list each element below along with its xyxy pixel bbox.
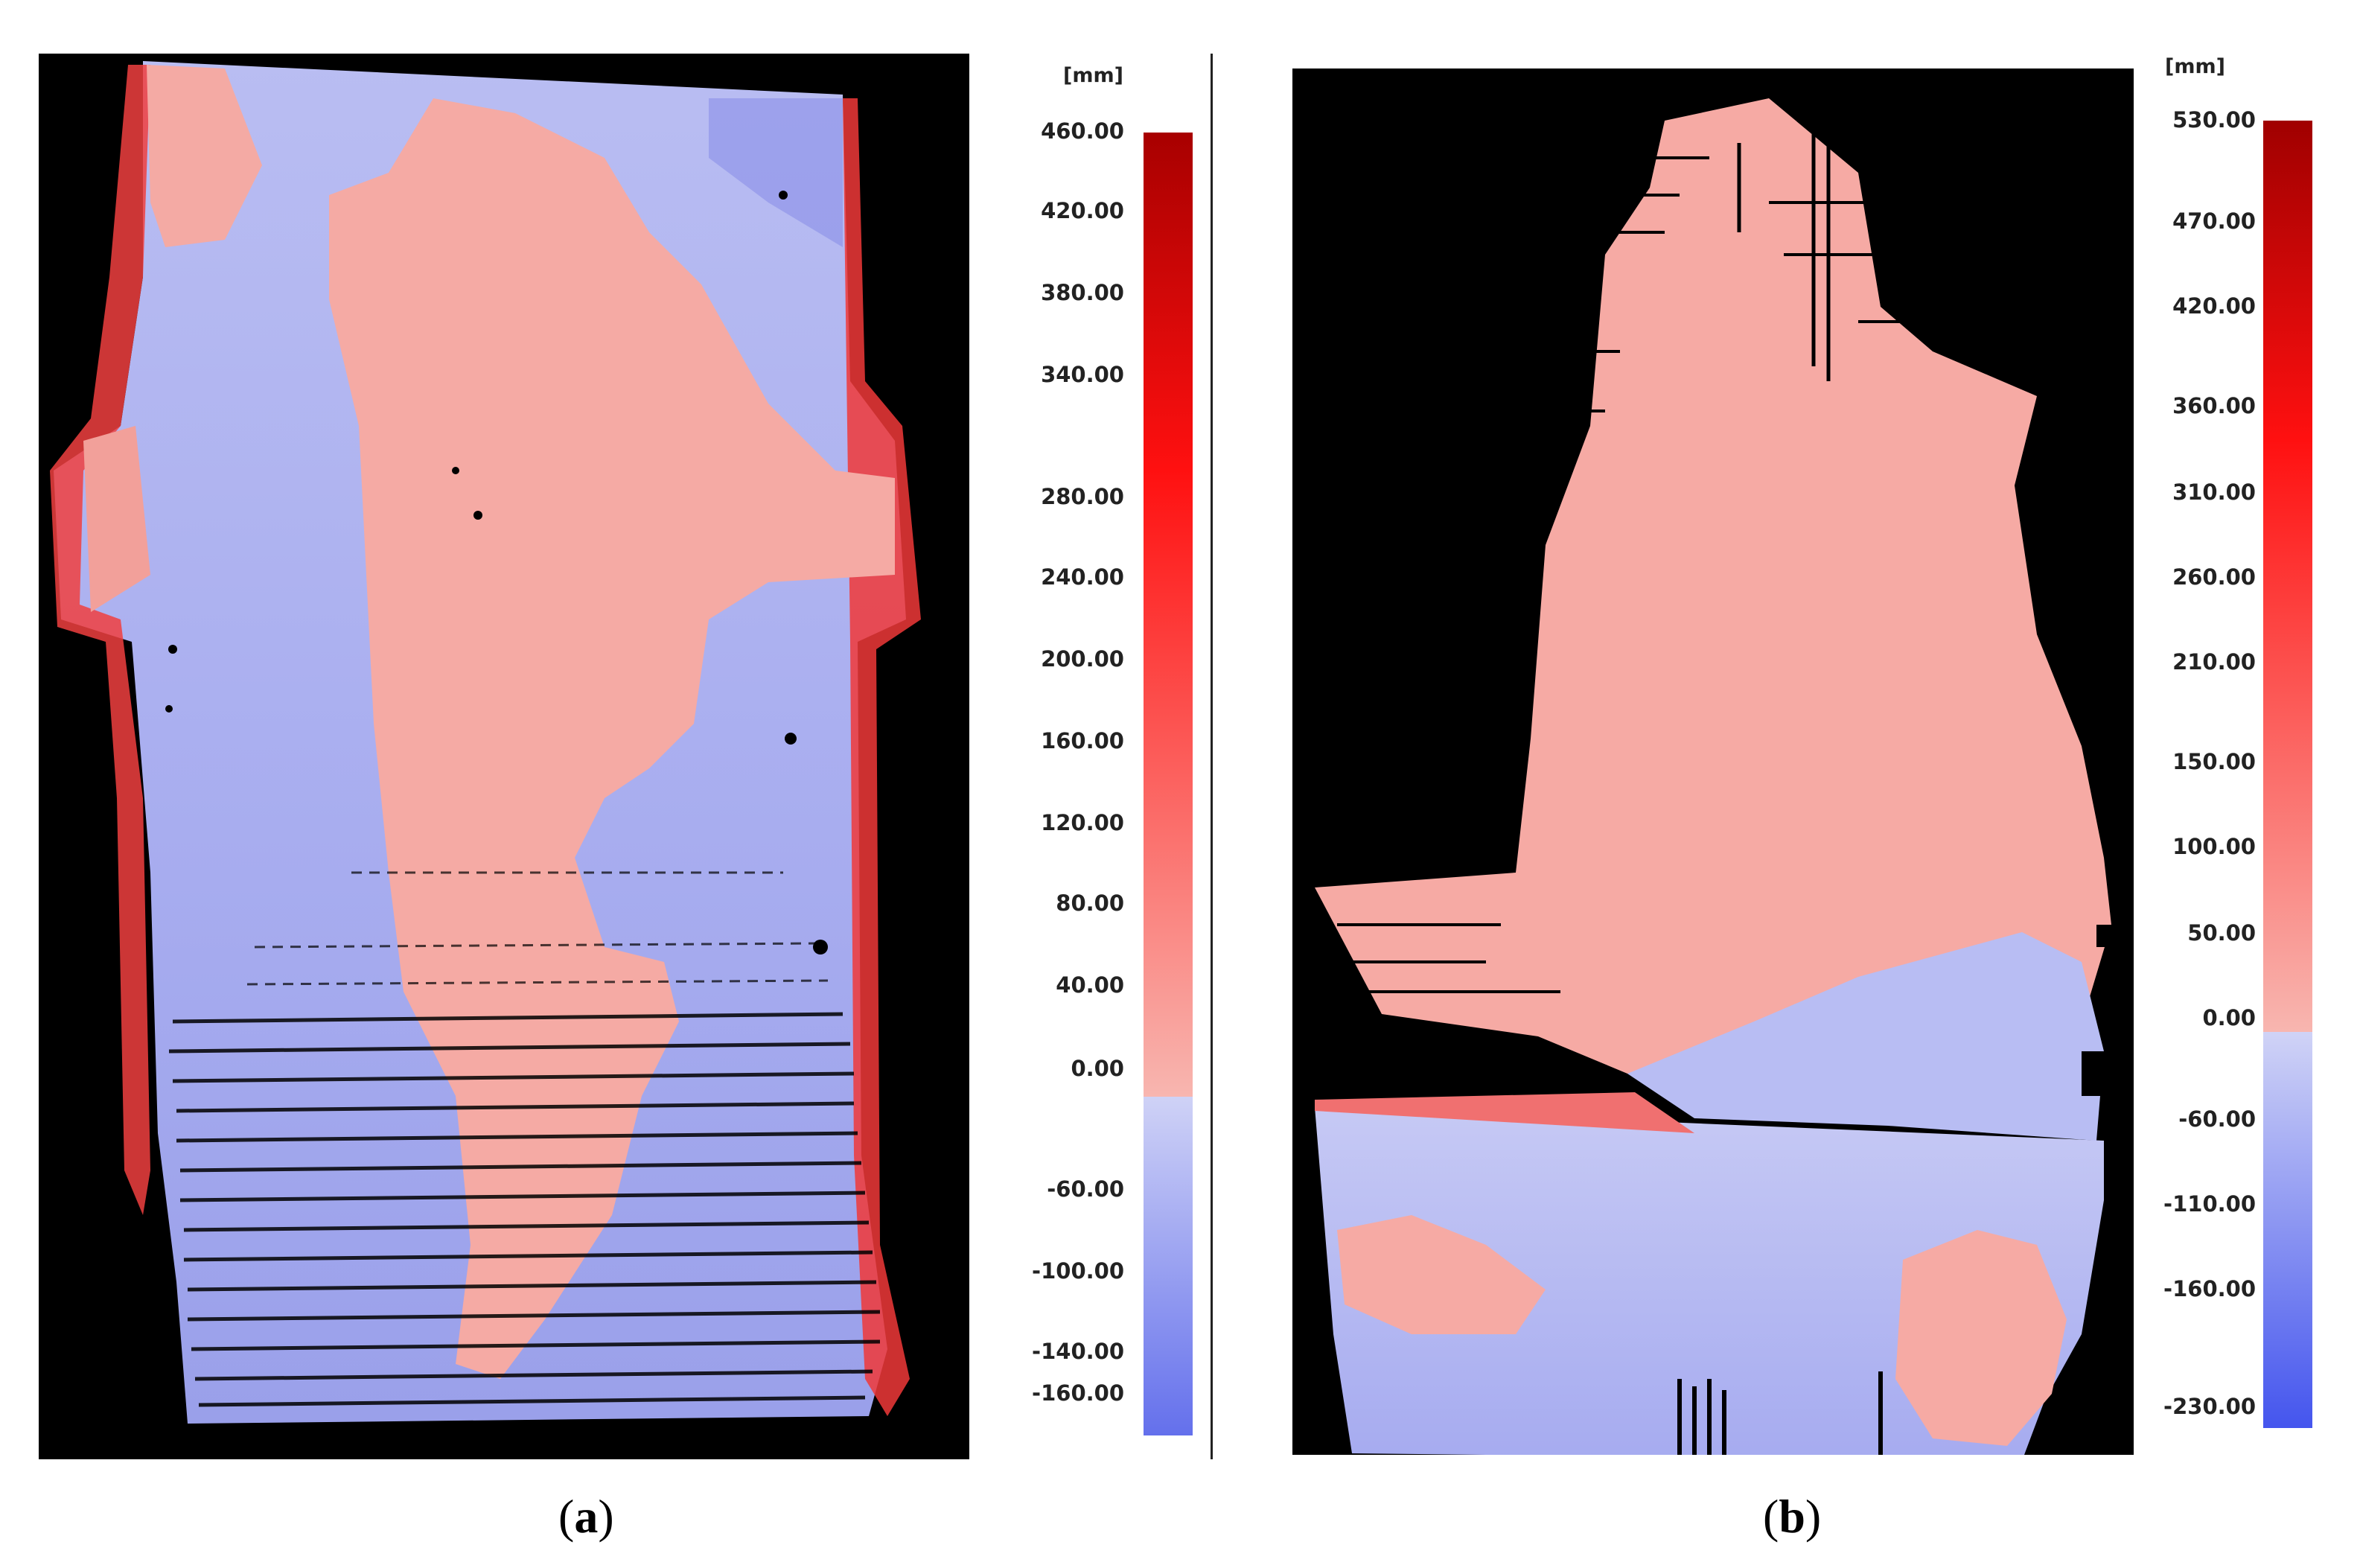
scale-b-tick-4: 310.00 [2172, 479, 2256, 505]
scale-b-tick-1: 470.00 [2172, 208, 2256, 234]
panel-a-caption-letter: a [574, 1490, 599, 1543]
scale-b-tick-14: -230.00 [2163, 1394, 2256, 1419]
scale-b-tick-9: 50.00 [2187, 920, 2256, 946]
scale-a-tick-11: 0.00 [1071, 1056, 1124, 1081]
panel-a-caption-close: ) [598, 1490, 614, 1543]
scale-a-tick-15: -160.00 [1032, 1380, 1124, 1406]
scale-b-tick-3: 360.00 [2172, 393, 2256, 418]
scale-a-bar [1144, 133, 1193, 1435]
panel-a-caption: (a) [558, 1489, 614, 1544]
scale-a-tick-9: 80.00 [1056, 890, 1124, 916]
panel-divider [1211, 54, 1213, 1459]
scale-a-tick-5: 240.00 [1041, 564, 1124, 590]
scale-a-tick-13: -100.00 [1032, 1258, 1124, 1284]
scale-b-tick-2: 420.00 [2172, 293, 2256, 319]
scale-a-tick-10: 40.00 [1056, 972, 1124, 998]
panel-b-caption-letter: b [1779, 1490, 1805, 1543]
scale-a-tick-4: 280.00 [1041, 484, 1124, 509]
scale-a-tick-3: 340.00 [1041, 362, 1124, 387]
scale-a-tick-8: 120.00 [1041, 810, 1124, 835]
deviation-map-a [39, 54, 969, 1459]
scale-b-tick-7: 150.00 [2172, 749, 2256, 774]
scale-a-tick-14: -140.00 [1032, 1339, 1124, 1364]
scale-b-tick-11: -60.00 [2178, 1106, 2256, 1132]
scale-a-tick-1: 420.00 [1041, 198, 1124, 223]
scale-b-unit: [mm] [2165, 55, 2225, 78]
panel-b-caption-open: ( [1763, 1490, 1779, 1543]
panel-a-caption-open: ( [558, 1490, 575, 1543]
scale-b-tick-0: 530.00 [2172, 107, 2256, 133]
scale-b-bar [2263, 121, 2312, 1428]
deviation-map-a-image [50, 61, 921, 1424]
scale-b-tick-6: 210.00 [2172, 649, 2256, 675]
deviation-map-b-image [1315, 98, 2134, 1455]
scale-a-tick-2: 380.00 [1041, 280, 1124, 305]
scale-a-tick-6: 200.00 [1041, 646, 1124, 672]
deviation-map-b [1292, 68, 2134, 1455]
scale-a-tick-12: -60.00 [1047, 1176, 1124, 1202]
scale-b-tick-8: 100.00 [2172, 834, 2256, 859]
scale-b-tick-5: 260.00 [2172, 564, 2256, 590]
scale-b-tick-13: -160.00 [2163, 1276, 2256, 1301]
scale-a-unit: [mm] [1063, 64, 1123, 87]
panel-b-caption-close: ) [1805, 1490, 1822, 1543]
panel-b-caption: (b) [1763, 1489, 1821, 1544]
scale-b-tick-12: -110.00 [2163, 1191, 2256, 1217]
scale-a-tick-0: 460.00 [1041, 118, 1124, 144]
scale-b-tick-10: 0.00 [2202, 1005, 2256, 1030]
scale-a-tick-7: 160.00 [1041, 728, 1124, 753]
